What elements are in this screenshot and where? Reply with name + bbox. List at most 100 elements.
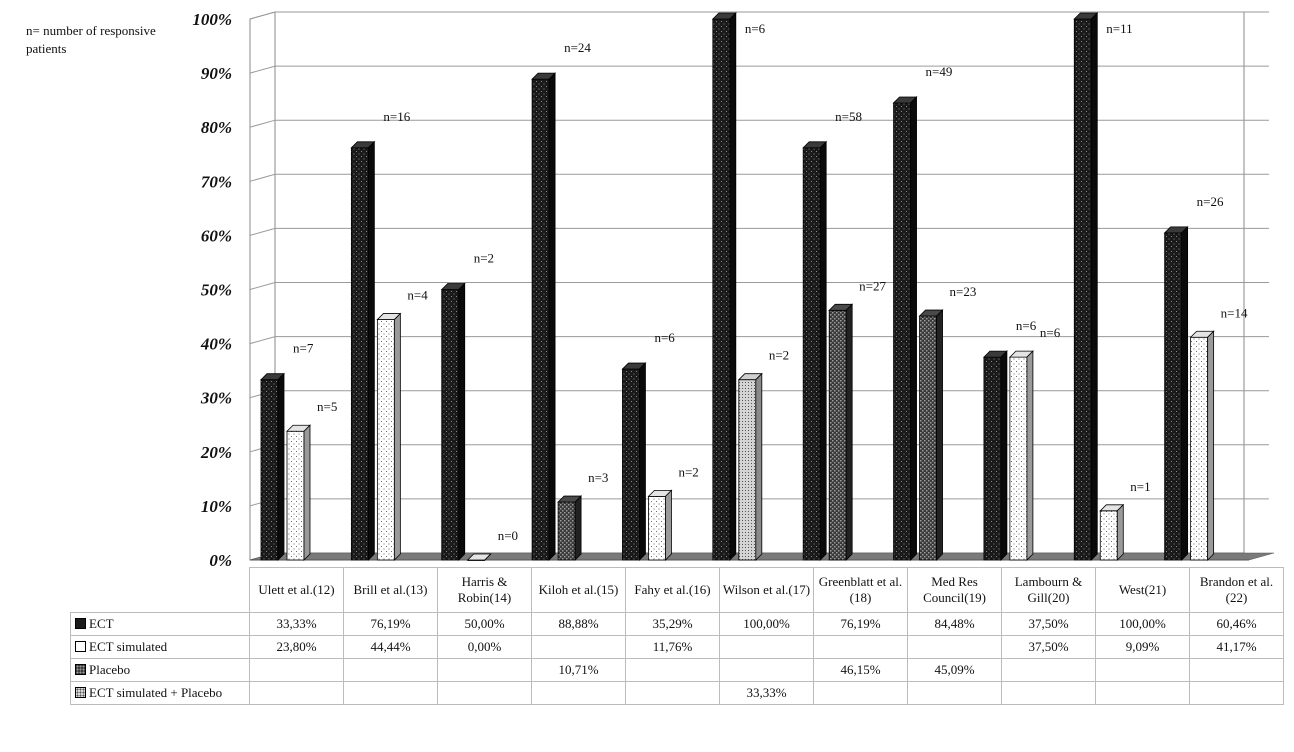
n-label: n=58 [835,109,862,124]
bar-ect [892,95,918,561]
category-header: Fahy et al.(16) [625,567,720,613]
n-label: n=23 [950,284,977,299]
bar-ect [1163,225,1189,561]
bar-ect [350,140,376,561]
gridline [249,11,1269,20]
bar-ect [440,282,466,561]
table-cell [625,681,720,705]
n-label: n=27 [859,278,886,293]
bar-ect-side [729,12,737,561]
table-cell: 88,88% [531,612,626,636]
table-cell [437,681,532,705]
table-row: Placebo 10,71% 46,15% 45,09% [70,658,1284,682]
n-label: n=3 [588,470,608,485]
category-header: Brandon et al.(22) [1189,567,1284,613]
table-row: ECT simulated + Placebo 33,33% [70,681,1284,705]
bar-ect-side [548,72,556,561]
table-cell: 46,15% [813,658,908,682]
table-row: ECT simulated 23,80% 44,44% 0,00% 11,76% 37,5… [70,635,1284,659]
bar-ect [802,140,828,561]
legend-text: ECT simulated + Placebo [89,685,223,700]
n-label: n=6 [745,21,766,36]
legend-swatch [75,687,86,698]
bar-ect-simulated-side [484,553,492,561]
table-cell: 100,00% [1095,612,1190,636]
n-label: n=14 [1221,305,1248,320]
n-label: n=4 [407,288,428,303]
bar-ect-side [819,140,827,561]
gridline [249,227,1269,236]
table-cell [1001,681,1096,705]
bar-ect-simulated-front [1190,336,1209,561]
table-cell: 10,71% [531,658,626,682]
n-label: n=49 [926,64,953,79]
bar-ect [621,362,647,561]
bar-ect-simulated-front [1099,510,1118,561]
bar-placebo [828,303,854,561]
bar-ect-front [1073,18,1092,561]
bar-placebo-side [574,495,582,561]
table-cell [907,635,1002,659]
bar-ect-side [1000,350,1008,561]
category-header: West(21) [1095,567,1190,613]
n-label: n=16 [383,109,410,124]
table-cell [813,635,908,659]
bar-ect-simulated-front [648,495,666,561]
bar-placebo-front [557,501,576,561]
y-tick-label: 30% [200,389,232,408]
table-cell: 50,00% [437,612,532,636]
bar-placebo [557,495,583,561]
table-cell [1095,681,1190,705]
table-cell: 37,50% [1001,612,1096,636]
bar-ect-simulated [466,553,492,561]
bar-ect-front [531,78,550,561]
n-label: n=24 [564,40,591,55]
gridline [249,173,1269,182]
y-tick-label: 50% [201,281,232,300]
bar-ect-side [367,140,375,561]
table-header-row: Ulett et al.(12) Brill et al.(13) Harris &… [70,567,1284,613]
table-cell: 35,29% [625,612,720,636]
category-header: Brill et al.(13) [343,567,438,613]
table-cell [1001,658,1096,682]
bar-ect-front [622,368,640,561]
table-cell [719,658,814,682]
table-cell: 33,33% [249,612,344,636]
bar-ect-simulated-side [1026,350,1034,561]
bar-ect-front [350,147,369,561]
y-tick-label: 100% [192,10,232,29]
bar-ect-simulated-side [1116,503,1124,561]
table-cell: 44,44% [343,635,438,659]
legend-label: ECT [70,612,250,636]
table-cell [343,681,438,705]
bar-ect-front [802,147,821,561]
bar-placebo-front [828,309,847,561]
y-tick-label: 0% [209,551,232,567]
table-cell [625,658,720,682]
data-table: Ulett et al.(12) Brill et al.(13) Harris &… [70,567,1284,705]
table-cell [437,658,532,682]
category-header: Harris & Robin(14) [437,567,532,613]
table-cell: 60,46% [1189,612,1284,636]
n-label: n=1 [1130,479,1150,494]
bar-ect-front [260,379,279,561]
table-cell: 9,09% [1095,635,1190,659]
bar-ect-sim-placebo [737,372,763,561]
n-label: n=5 [317,399,337,414]
table-cell: 100,00% [719,612,814,636]
n-label: n=26 [1197,194,1224,209]
table-cell [249,681,344,705]
table-cell [1189,658,1284,682]
table-cell: 45,09% [907,658,1002,682]
bar-ect-front [441,289,460,561]
bar-ect-simulated [647,489,673,561]
table-cell [249,658,344,682]
table-cell: 23,80% [249,635,344,659]
legend-label: ECT simulated + Placebo [70,681,250,705]
bar-ect-simulated-side [303,424,311,561]
gridline [249,282,1269,290]
bar-placebo [918,309,944,561]
category-header: Ulett et al.(12) [249,567,344,613]
table-cell: 11,76% [625,635,720,659]
table-cell [531,635,626,659]
